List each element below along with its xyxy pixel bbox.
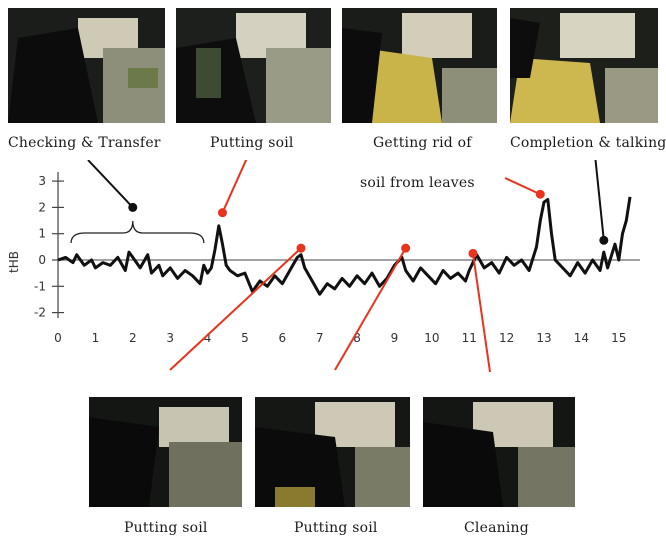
x-tick-label: 3 (166, 331, 174, 345)
brace-checking-transfer (70, 220, 205, 244)
photo-putting-soil-bottom-1 (89, 397, 242, 507)
caption-soil-from-leaves: soil from leaves (360, 175, 475, 191)
caption-getting-rid-of: Getting rid of (373, 135, 472, 151)
event-marker-dot (535, 189, 545, 199)
x-tick-label: 0 (54, 331, 62, 345)
x-tick-label: 14 (574, 331, 589, 345)
photo-checking-transfer (8, 8, 165, 123)
y-tick-label: 0 (38, 253, 46, 267)
x-tick-label: 7 (316, 331, 324, 345)
leader-line (221, 160, 248, 214)
leader-line (504, 177, 541, 196)
y-tick-label: -2 (34, 306, 46, 320)
thb-series-line (57, 196, 632, 296)
caption-putting-soil-bottom-1: Putting soil (124, 520, 208, 536)
leader-line (471, 253, 491, 373)
x-tick-label: 9 (391, 331, 399, 345)
x-tick-label: 1 (92, 331, 100, 345)
caption-putting-soil-bottom-2: Putting soil (294, 520, 378, 536)
event-marker-dot (296, 243, 306, 253)
y-tick-label: 1 (38, 227, 46, 241)
photo-putting-soil-top (176, 8, 331, 123)
leader-line (334, 247, 407, 371)
event-marker-dot (468, 248, 478, 258)
photo-completion-talking (510, 8, 658, 123)
photo-cleaning (423, 397, 575, 507)
x-tick-label: 6 (278, 331, 286, 345)
x-tick-label: 5 (241, 331, 249, 345)
photo-getting-rid-of-soil (342, 8, 497, 123)
x-tick-label: 13 (536, 331, 551, 345)
x-tick-label: 11 (462, 331, 477, 345)
leader-line (87, 160, 134, 209)
caption-checking-transfer: Checking & Transfer (8, 135, 161, 151)
x-tick-label: 2 (129, 331, 137, 345)
y-tick-label: 2 (38, 200, 46, 214)
x-tick-label: 8 (353, 331, 361, 345)
event-marker-dot (128, 202, 138, 212)
caption-putting-soil-top: Putting soil (210, 135, 294, 151)
y-axis-label: tHB (7, 251, 21, 273)
photo-putting-soil-bottom-2 (255, 397, 410, 507)
y-tick-label: -1 (34, 279, 46, 293)
leader-line (594, 160, 605, 241)
event-marker-dot (599, 235, 609, 245)
x-tick-label: 4 (204, 331, 212, 345)
event-marker-dot (217, 208, 227, 218)
leader-line (169, 247, 302, 371)
x-tick-label: 12 (499, 331, 514, 345)
x-tick-label: 15 (611, 331, 626, 345)
event-marker-dot (401, 243, 411, 253)
caption-completion-talking: Completion & talking (510, 135, 666, 151)
caption-cleaning: Cleaning (464, 520, 529, 536)
x-tick-label: 10 (424, 331, 439, 345)
y-tick-label: 3 (38, 174, 46, 188)
